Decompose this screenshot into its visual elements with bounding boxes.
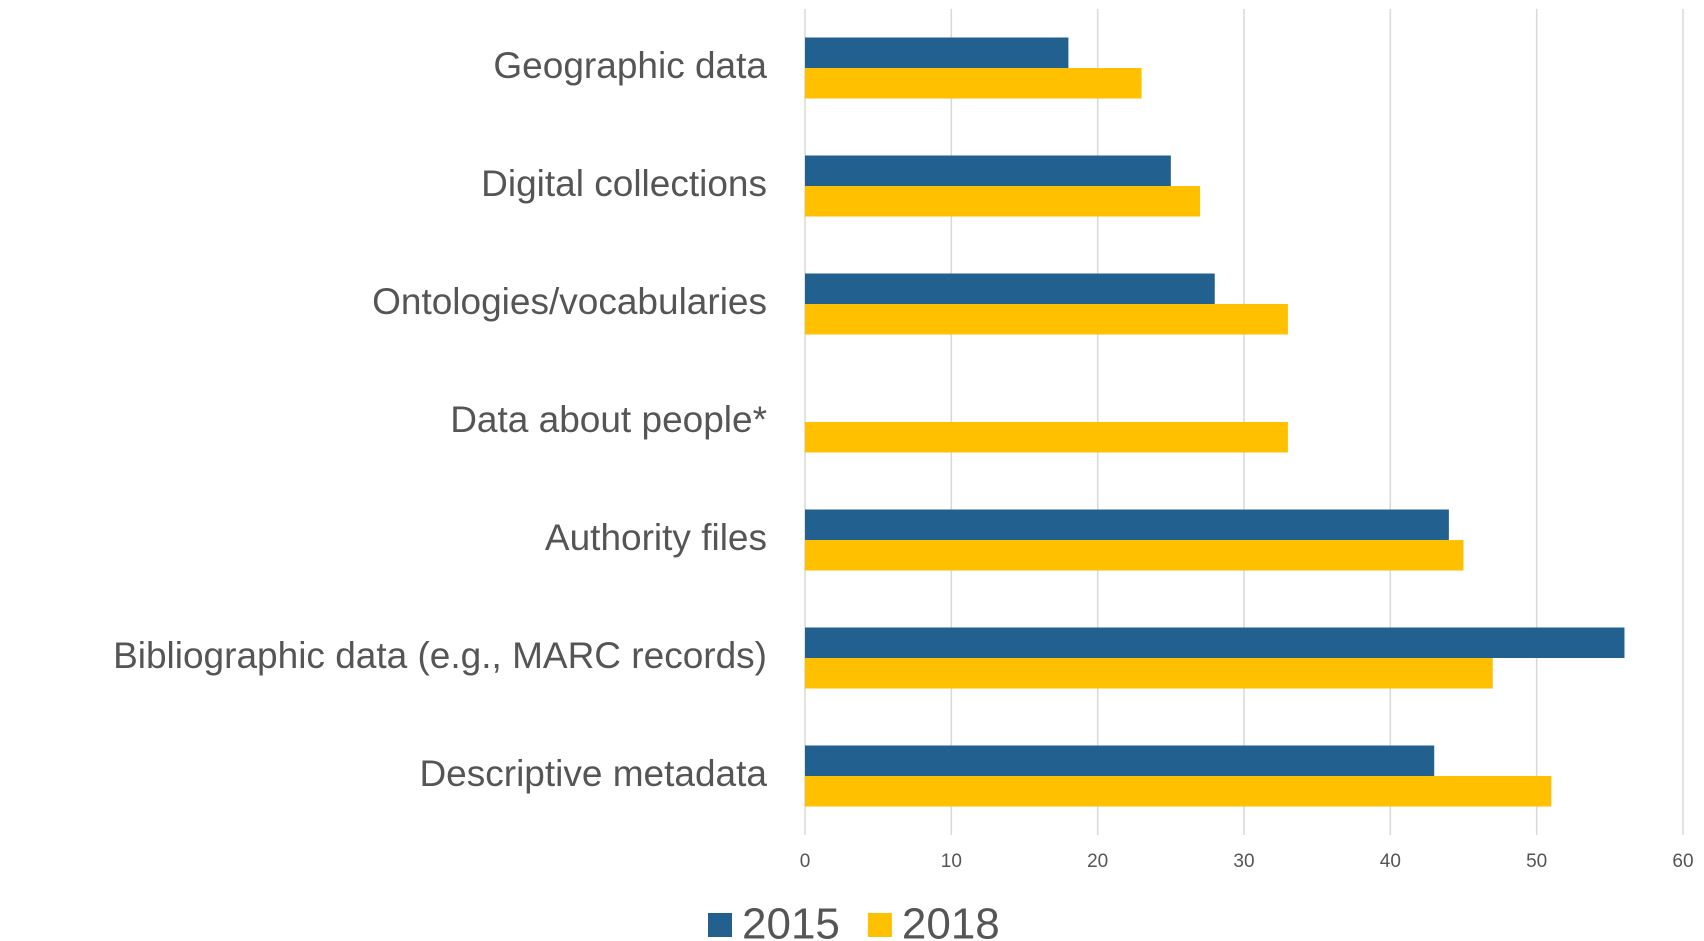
bar	[805, 37, 1069, 68]
bar	[805, 540, 1464, 571]
bar	[805, 68, 1142, 99]
category-label: Data about people*	[450, 399, 767, 440]
x-tick-label: 50	[1526, 851, 1547, 872]
category-label: Ontologies/vocabularies	[372, 281, 767, 322]
category-label: Geographic data	[493, 45, 767, 86]
category-label: Authority files	[545, 517, 767, 558]
bar	[805, 776, 1552, 807]
legend-swatch	[867, 913, 892, 937]
bar	[805, 658, 1493, 689]
bar	[805, 186, 1201, 217]
category-label: Digital collections	[481, 163, 767, 204]
x-tick-label: 60	[1672, 851, 1693, 872]
x-tick-label: 10	[941, 851, 962, 872]
category-label: Bibliographic data (e.g., MARC records)	[113, 635, 767, 676]
bar	[805, 273, 1215, 304]
bar	[805, 422, 1288, 453]
bar	[805, 155, 1171, 186]
x-tick-label: 30	[1233, 851, 1254, 872]
x-tick-label: 0	[800, 851, 811, 872]
legend-label: 2018	[902, 900, 1000, 941]
bar	[805, 745, 1435, 776]
x-tick-label: 40	[1380, 851, 1401, 872]
legend-swatch	[708, 913, 732, 937]
bar	[805, 627, 1625, 658]
bar	[805, 509, 1449, 540]
legend-label: 2015	[742, 900, 840, 941]
x-tick-label: 20	[1087, 851, 1108, 872]
bar	[805, 304, 1288, 335]
category-label: Descriptive metadata	[419, 753, 767, 794]
